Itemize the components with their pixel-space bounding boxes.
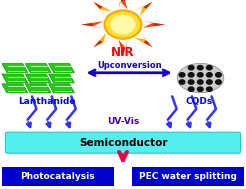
- Polygon shape: [25, 74, 51, 83]
- Text: Photocatalysis: Photocatalysis: [20, 172, 95, 181]
- Circle shape: [179, 73, 185, 77]
- Text: Semiconductor: Semiconductor: [79, 138, 167, 148]
- Circle shape: [188, 73, 194, 77]
- Polygon shape: [81, 21, 103, 28]
- Text: Lanthanide: Lanthanide: [18, 97, 76, 106]
- FancyBboxPatch shape: [132, 167, 244, 186]
- Circle shape: [111, 15, 135, 34]
- Text: PEC water splitting: PEC water splitting: [138, 172, 236, 181]
- Text: NIR: NIR: [111, 46, 135, 59]
- Polygon shape: [2, 84, 28, 93]
- Polygon shape: [143, 2, 153, 9]
- Polygon shape: [143, 21, 165, 28]
- FancyBboxPatch shape: [2, 167, 114, 186]
- Polygon shape: [93, 2, 112, 16]
- Polygon shape: [119, 40, 127, 57]
- Circle shape: [207, 73, 212, 77]
- Polygon shape: [93, 40, 103, 47]
- Polygon shape: [134, 33, 153, 47]
- Ellipse shape: [177, 64, 224, 93]
- Circle shape: [215, 80, 221, 84]
- Polygon shape: [49, 84, 74, 93]
- Polygon shape: [2, 74, 28, 83]
- FancyBboxPatch shape: [5, 132, 241, 153]
- Circle shape: [198, 65, 203, 70]
- Circle shape: [105, 10, 141, 39]
- Polygon shape: [154, 23, 165, 26]
- Polygon shape: [119, 0, 127, 9]
- Polygon shape: [25, 64, 51, 73]
- Circle shape: [179, 80, 185, 84]
- Circle shape: [188, 65, 194, 70]
- Text: Upconversion: Upconversion: [97, 61, 161, 70]
- Circle shape: [198, 80, 203, 84]
- Circle shape: [198, 73, 203, 77]
- Circle shape: [198, 87, 203, 91]
- Circle shape: [207, 87, 212, 91]
- Polygon shape: [134, 2, 153, 16]
- Circle shape: [215, 73, 221, 77]
- Circle shape: [188, 87, 194, 91]
- Polygon shape: [93, 2, 103, 9]
- Circle shape: [207, 80, 212, 84]
- Polygon shape: [93, 33, 112, 47]
- Polygon shape: [2, 64, 28, 73]
- Text: CQDs: CQDs: [186, 97, 213, 106]
- Polygon shape: [143, 40, 153, 47]
- Polygon shape: [81, 23, 92, 26]
- Polygon shape: [25, 84, 51, 93]
- Polygon shape: [49, 64, 74, 73]
- Text: UV-Vis: UV-Vis: [107, 117, 139, 126]
- Polygon shape: [121, 0, 125, 1]
- Circle shape: [188, 80, 194, 84]
- Circle shape: [207, 65, 212, 70]
- Polygon shape: [49, 74, 74, 83]
- Polygon shape: [121, 48, 125, 57]
